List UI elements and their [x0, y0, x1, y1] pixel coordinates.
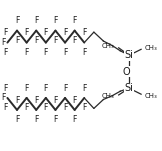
Text: F: F [82, 84, 87, 93]
Text: F: F [63, 84, 67, 93]
Text: F: F [24, 48, 29, 57]
Text: CH₃: CH₃ [145, 45, 158, 51]
Text: F: F [3, 84, 7, 93]
Text: F: F [53, 16, 58, 25]
Text: F: F [24, 28, 29, 37]
Text: F: F [15, 115, 19, 124]
Text: F: F [82, 103, 87, 112]
Text: F: F [72, 16, 77, 25]
Text: F: F [34, 96, 38, 105]
Text: F: F [44, 48, 48, 57]
Text: CH₃: CH₃ [102, 43, 115, 49]
Text: F: F [72, 36, 77, 45]
Text: Si: Si [125, 50, 133, 60]
Text: F: F [3, 103, 7, 112]
Text: F: F [1, 93, 6, 102]
Text: F: F [34, 115, 38, 124]
Text: F: F [1, 38, 6, 47]
Text: CH₃: CH₃ [102, 93, 115, 100]
Text: F: F [53, 36, 58, 45]
Text: F: F [44, 84, 48, 93]
Text: F: F [53, 115, 58, 124]
Text: F: F [3, 28, 7, 37]
Text: F: F [63, 28, 67, 37]
Text: F: F [34, 16, 38, 25]
Text: F: F [15, 16, 19, 25]
Text: F: F [44, 28, 48, 37]
Text: F: F [82, 28, 87, 37]
Text: F: F [34, 36, 38, 45]
Text: F: F [82, 48, 87, 57]
Text: F: F [63, 48, 67, 57]
Text: F: F [44, 103, 48, 112]
Text: CH₃: CH₃ [145, 93, 158, 99]
Text: F: F [72, 96, 77, 105]
Text: F: F [63, 103, 67, 112]
Text: O: O [123, 67, 131, 77]
Text: F: F [3, 48, 7, 57]
Text: F: F [72, 115, 77, 124]
Text: F: F [24, 103, 29, 112]
Text: F: F [15, 96, 19, 105]
Text: F: F [53, 96, 58, 105]
Text: F: F [24, 84, 29, 93]
Text: F: F [15, 36, 19, 45]
Text: Si: Si [125, 83, 133, 93]
